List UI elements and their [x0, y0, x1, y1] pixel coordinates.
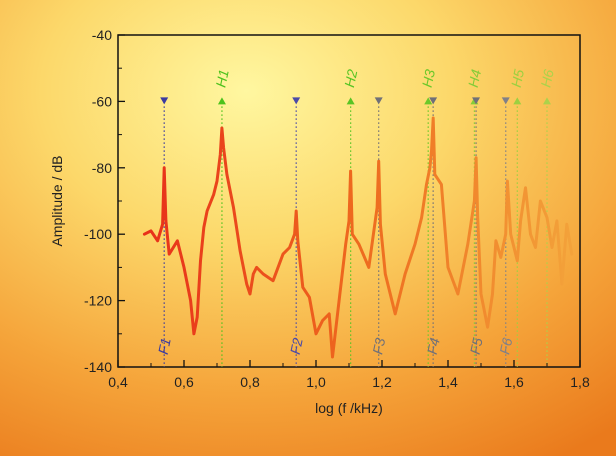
h-marker-triangle — [424, 97, 433, 105]
marker-label: F3 — [369, 336, 388, 356]
x-tick-label: 1,2 — [372, 374, 392, 390]
marker-label: F2 — [287, 336, 306, 356]
x-tick-label: 1,0 — [306, 374, 326, 390]
h-marker-triangle — [513, 97, 522, 105]
y-tick-label: -140 — [84, 359, 112, 375]
f-marker-triangle — [374, 97, 383, 105]
y-axis-label: Amplitude / dB — [49, 155, 65, 246]
f-marker-triangle — [429, 97, 438, 105]
marker-label: H1 — [212, 68, 231, 89]
h-marker-triangle — [543, 97, 551, 105]
marker-label: H6 — [537, 68, 556, 89]
x-tick-label: 0,8 — [240, 374, 260, 390]
f-marker-triangle — [501, 97, 510, 105]
marker-label: F1 — [155, 336, 174, 355]
f-marker-triangle — [160, 97, 169, 105]
h-marker-triangle — [217, 97, 226, 105]
marker-label: F4 — [424, 336, 443, 356]
marker-label: F5 — [467, 336, 486, 356]
y-tick-label: -80 — [92, 160, 112, 176]
y-tick-label: -60 — [92, 93, 112, 109]
marker-layer: F1 H1 F2 H2 F3 H3 F4 H4 F5 F6 H5 H6 — [155, 68, 557, 367]
y-tick-label: -120 — [84, 293, 112, 309]
marker-label: H5 — [508, 68, 527, 89]
marker-label: F6 — [496, 336, 515, 356]
x-tick-label: 1,6 — [504, 374, 524, 390]
y-tick-label: -100 — [84, 226, 112, 242]
x-tick-label: 0,6 — [174, 374, 194, 390]
marker-label: H3 — [419, 68, 438, 89]
y-tick-label: -40 — [92, 27, 112, 43]
f-marker-triangle — [472, 97, 481, 105]
marker-label: H2 — [341, 68, 360, 89]
x-tick-label: 1,8 — [570, 374, 590, 390]
h-marker-triangle — [346, 97, 355, 105]
x-tick-label: 0,4 — [108, 374, 128, 390]
spectrum-series-line — [142, 116, 574, 359]
f-marker-triangle — [292, 97, 301, 105]
axes-layer: 0,4 0,6 0,8 1,0 1,2 1,4 1,6 1,8 -40 -60 -80 -100 -12… — [84, 27, 590, 390]
marker-label: H4 — [465, 68, 484, 89]
x-axis-label: log (f /kHz) — [315, 400, 383, 416]
x-tick-label: 1,4 — [438, 374, 458, 390]
series-layer — [142, 116, 574, 359]
